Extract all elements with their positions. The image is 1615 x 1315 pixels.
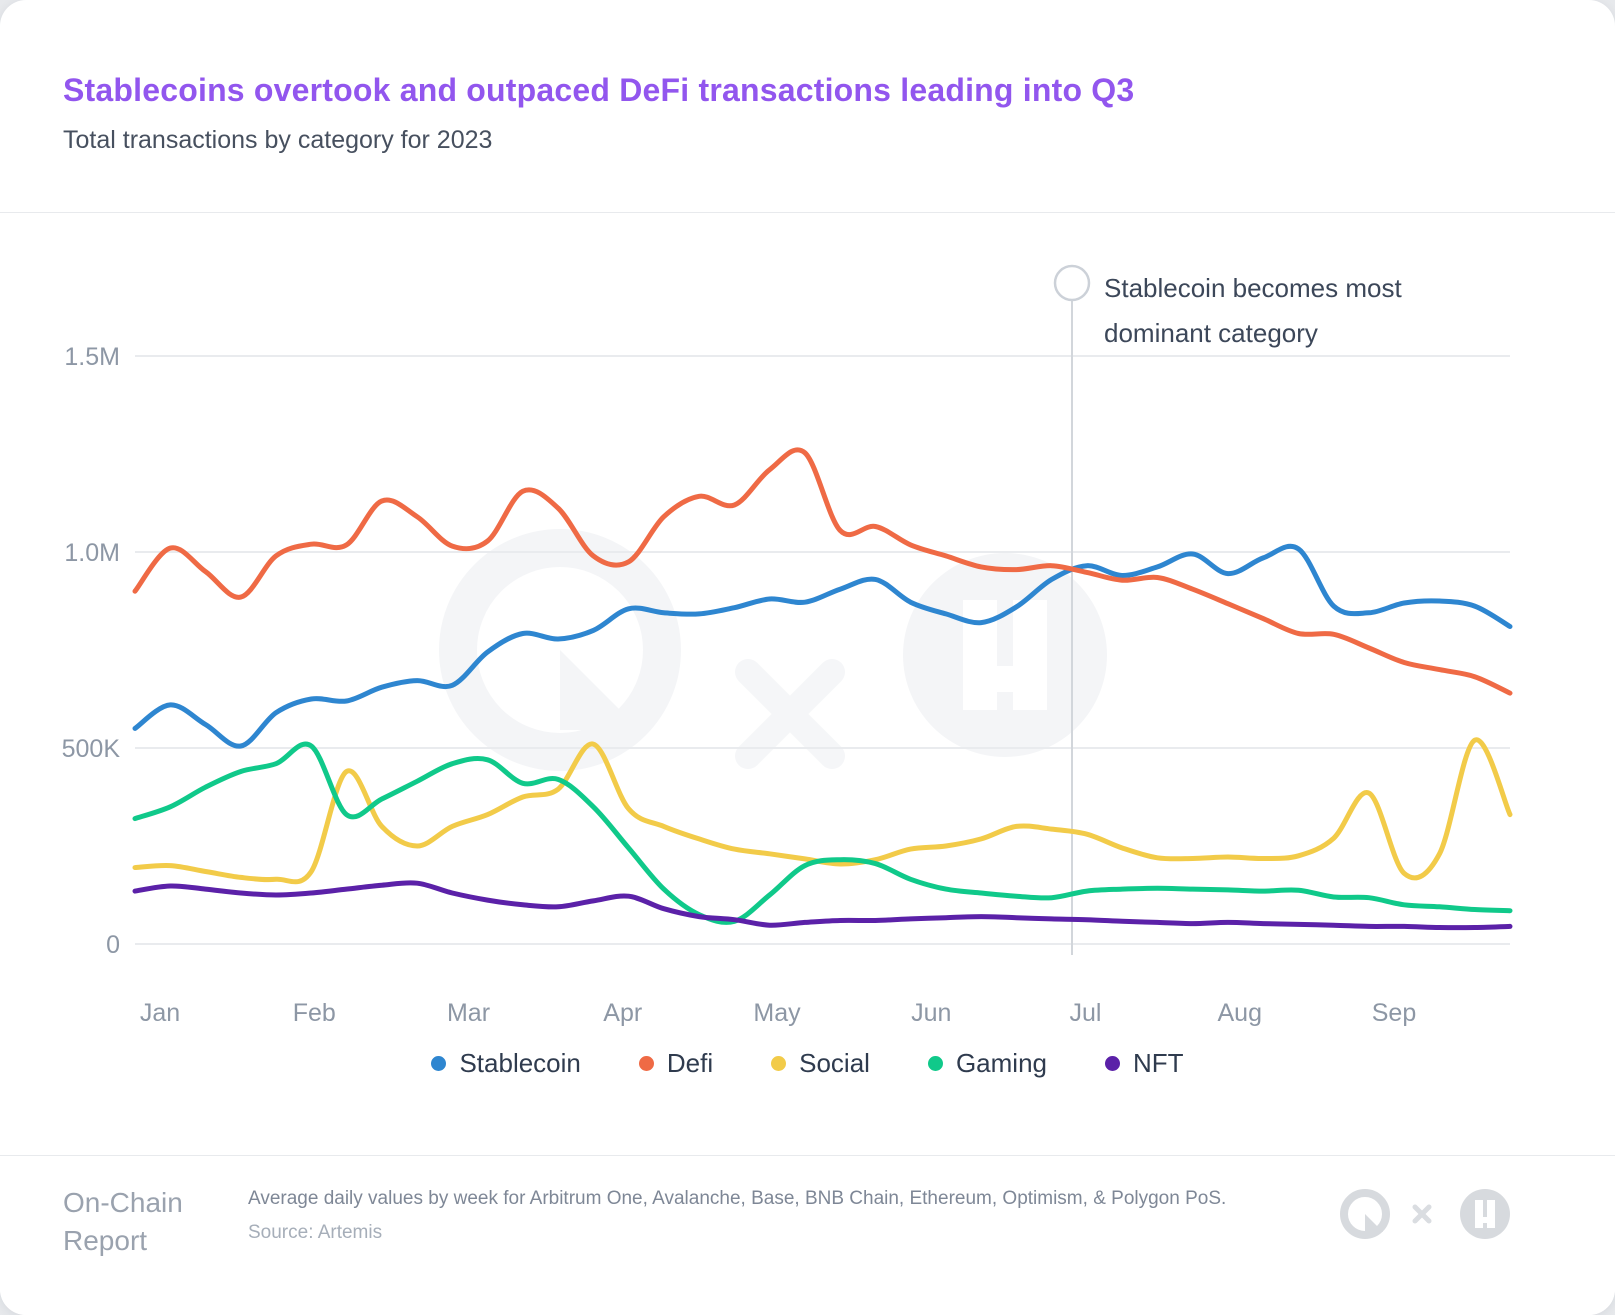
series-line-defi	[132, 447, 1513, 696]
legend-item-social: Social	[771, 1048, 870, 1079]
x-tick-label: May	[753, 999, 801, 1027]
legend-label: Social	[799, 1048, 870, 1078]
legend-item-defi: Defi	[638, 1048, 714, 1079]
brand-line1: On-Chain	[63, 1187, 183, 1218]
gridlines	[135, 355, 1510, 945]
report-footer: On-Chain Report Average daily values by …	[0, 1155, 1615, 1315]
brand-line2: Report	[63, 1225, 148, 1256]
brand-name: On-Chain Report	[63, 1184, 183, 1260]
series-line-gaming	[132, 741, 1513, 925]
y-axis-labels: 0 500K 1.0M 1.5M	[62, 343, 121, 959]
legend-dot-icon	[431, 1056, 447, 1071]
x-tick-label: Sep	[1372, 999, 1416, 1027]
x-tick-label: Jun	[911, 999, 951, 1027]
report-header: Stablecoins overtook and outpaced DeFi t…	[0, 0, 1615, 213]
watermark-logos	[439, 529, 1107, 771]
series-lines	[132, 447, 1513, 931]
x-tick-label: Jul	[1070, 999, 1102, 1027]
chart-legend: Stablecoin Defi Social Gaming NFT	[0, 1048, 1615, 1079]
y-tick-label: 1.5M	[64, 343, 120, 371]
annotation-line1: Stablecoin becomes most	[1104, 273, 1402, 303]
legend-item-nft: NFT	[1105, 1048, 1184, 1079]
x-tick-label: Jan	[140, 999, 180, 1027]
legend-dot-icon	[771, 1056, 787, 1071]
legend-label: Gaming	[955, 1048, 1047, 1078]
y-tick-label: 1.0M	[64, 539, 120, 567]
x-separator-icon	[1412, 1204, 1432, 1224]
annotation-marker	[1053, 264, 1091, 955]
x-tick-label: Aug	[1218, 999, 1262, 1027]
y-tick-label: 500K	[62, 735, 121, 763]
page-subtitle: Total transactions by category for 2023	[63, 126, 493, 154]
legend-dot-icon	[927, 1056, 943, 1071]
legend-label: NFT	[1133, 1048, 1184, 1078]
legend-dot-icon	[638, 1056, 654, 1071]
legend-label: Stablecoin	[459, 1048, 581, 1078]
annotation-text: Stablecoin becomes most dominant categor…	[1104, 266, 1402, 356]
page-title: Stablecoins overtook and outpaced DeFi t…	[63, 72, 1135, 108]
x-tick-label: Mar	[447, 999, 490, 1027]
x-tick-label: Apr	[603, 999, 642, 1027]
legend-item-gaming: Gaming	[927, 1048, 1047, 1079]
footer-description: Average daily values by week for Arbitru…	[248, 1188, 1227, 1209]
footer-logos	[1337, 1186, 1517, 1242]
x-tick-label: Feb	[293, 999, 336, 1027]
legend-dot-icon	[1105, 1056, 1120, 1071]
annotation-line2: dominant category	[1104, 318, 1318, 348]
x-axis-labels: Jan Feb Mar Apr May Jun Jul Aug Sep	[140, 999, 1416, 1027]
legend-label: Defi	[666, 1048, 714, 1078]
series-line-social	[132, 737, 1513, 885]
series-line-stablecoin	[132, 543, 1513, 749]
series-line-nft	[132, 880, 1513, 931]
legend-item-stablecoin: Stablecoin	[431, 1048, 581, 1079]
h-logo-icon	[1460, 1189, 1510, 1239]
y-tick-label: 0	[106, 931, 120, 959]
q-logo-icon	[1340, 1189, 1390, 1239]
footer-source: Source: Artemis	[248, 1222, 383, 1243]
